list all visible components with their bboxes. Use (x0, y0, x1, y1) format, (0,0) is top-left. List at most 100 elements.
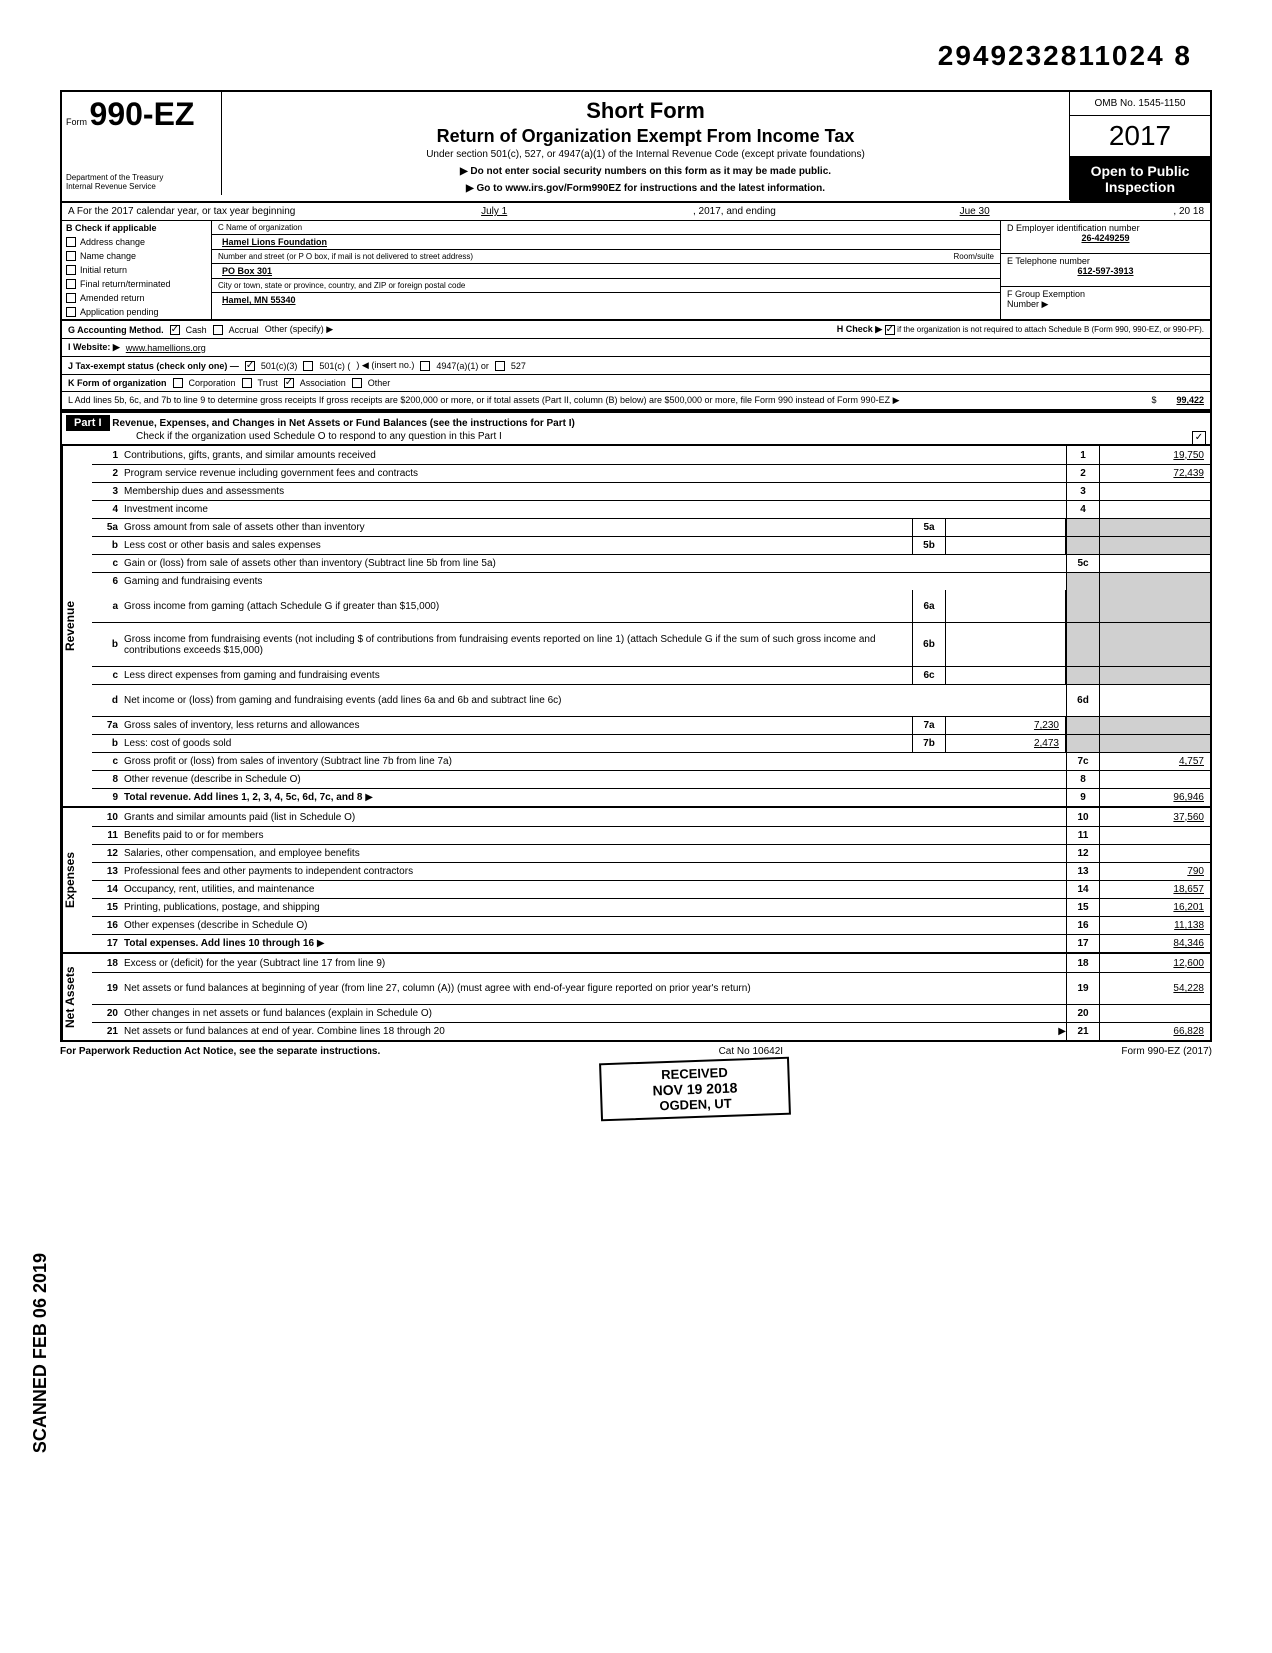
c-addr-lbl: Number and street (or P O box, if mail i… (218, 252, 473, 261)
ln7a-t: Gross sales of inventory, less returns a… (124, 720, 912, 731)
cb-amended[interactable] (66, 293, 76, 303)
ln8-v (1100, 771, 1210, 788)
ln6a-t: Gross income from gaming (attach Schedul… (124, 601, 912, 612)
cb-initial[interactable] (66, 265, 76, 275)
ln16-v: 11,138 (1100, 917, 1210, 934)
ln6d-t: Net income or (loss) from gaming and fun… (124, 695, 1066, 706)
ln1-n: 1 (92, 450, 124, 461)
ln12-e: 12 (1066, 845, 1100, 862)
j-1: 501(c)(3) (261, 361, 298, 371)
ln11-v (1100, 827, 1210, 844)
cb-501c3[interactable] (245, 361, 255, 371)
ln7c-e: 7c (1066, 753, 1100, 770)
ln10-n: 10 (92, 812, 124, 823)
ln8-t: Other revenue (describe in Schedule O) (124, 774, 1066, 785)
part1-title: Revenue, Expenses, and Changes in Net As… (112, 418, 575, 429)
cb-final[interactable] (66, 279, 76, 289)
g-cash: Cash (186, 325, 207, 335)
h-lbl: H Check ▶ (837, 324, 882, 334)
info-grid: B Check if applicable Address change Nam… (60, 221, 1212, 321)
footer-right: Form 990-EZ (2017) (1121, 1046, 1212, 1057)
ln1-e: 1 (1066, 446, 1100, 464)
goto-url: ▶ Go to www.irs.gov/Form990EZ for instru… (228, 183, 1063, 194)
k-1: Corporation (189, 378, 236, 388)
ln19-e: 19 (1066, 973, 1100, 1004)
cb-name[interactable] (66, 251, 76, 261)
cb-527[interactable] (495, 361, 505, 371)
ln7b-n: b (92, 738, 124, 749)
ln7b-t: Less: cost of goods sold (124, 738, 912, 749)
b-3: Final return/terminated (80, 279, 171, 289)
ln6c-t: Less direct expenses from gaming and fun… (124, 670, 912, 681)
row-i: I Website: ▶ www.hamellions.org (60, 339, 1212, 357)
ln17-n: 17 (92, 938, 124, 949)
ein: 26-4249259 (1007, 233, 1204, 243)
ln5a-m: 5a (912, 519, 946, 536)
dollar-sign: $ (1151, 395, 1156, 405)
ln6c-mv (946, 667, 1066, 684)
expenses-side-label: Expenses (62, 808, 92, 952)
ln5a-t: Gross amount from sale of assets other t… (124, 522, 912, 533)
ln5c-e: 5c (1066, 555, 1100, 572)
e-lbl: E Telephone number (1007, 256, 1204, 266)
ln12-t: Salaries, other compensation, and employ… (124, 848, 1066, 859)
ln4-n: 4 (92, 504, 124, 515)
ln5b-t: Less cost or other basis and sales expen… (124, 540, 912, 551)
ln7a-n: 7a (92, 720, 124, 731)
cb-other[interactable] (352, 378, 362, 388)
ln15-v: 16,201 (1100, 899, 1210, 916)
cb-cash[interactable] (170, 325, 180, 335)
section-def: D Employer identification number26-42492… (1000, 221, 1210, 319)
f-lbl: F Group Exemption (1007, 289, 1204, 299)
cb-trust[interactable] (242, 378, 252, 388)
ln14-e: 14 (1066, 881, 1100, 898)
right-box: OMB No. 1545-1150 2017 Open to Public In… (1070, 92, 1210, 201)
ln11-e: 11 (1066, 827, 1100, 844)
ln15-t: Printing, publications, postage, and shi… (124, 902, 1066, 913)
b-4: Amended return (80, 293, 145, 303)
cb-4947[interactable] (420, 361, 430, 371)
ln5c-n: c (92, 558, 124, 569)
cb-accrual[interactable] (213, 325, 223, 335)
cb-h[interactable] (885, 325, 895, 335)
j-4: 527 (511, 361, 526, 371)
b-1: Name change (80, 251, 136, 261)
cb-501c[interactable] (303, 361, 313, 371)
cb-schedule-o[interactable]: ✓ (1192, 431, 1206, 445)
l-txt: L Add lines 5b, 6c, and 7b to line 9 to … (68, 395, 890, 405)
ln10-t: Grants and similar amounts paid (list in… (124, 812, 1066, 823)
ln6b-n: b (92, 639, 124, 650)
ln7c-t: Gross profit or (loss) from sales of inv… (124, 756, 1066, 767)
ln20-v (1100, 1005, 1210, 1022)
g-other: Other (specify) ▶ (265, 324, 333, 335)
ln4-t: Investment income (124, 504, 1066, 515)
ln15-e: 15 (1066, 899, 1100, 916)
ln6c-sh (1066, 667, 1100, 684)
room-lbl: Room/suite (954, 252, 994, 261)
ln8-n: 8 (92, 774, 124, 785)
cb-address[interactable] (66, 237, 76, 247)
cb-assoc[interactable] (284, 378, 294, 388)
cb-corp[interactable] (173, 378, 183, 388)
k-lbl: K Form of organization (68, 378, 167, 388)
section-a-endyr: , 20 18 (1173, 206, 1204, 217)
ln8-e: 8 (1066, 771, 1100, 788)
ln7b-m: 7b (912, 735, 946, 752)
cb-pending[interactable] (66, 307, 76, 317)
barcode-number: 2949232811024 8 (938, 40, 1192, 72)
ln5a-n: 5a (92, 522, 124, 533)
row-k: K Form of organization Corporation Trust… (60, 375, 1212, 392)
title-box: Short Form Return of Organization Exempt… (222, 92, 1070, 200)
ln20-e: 20 (1066, 1005, 1100, 1022)
ln6b-mv (946, 623, 1066, 666)
ln19-n: 19 (92, 983, 124, 994)
row-g-h: G Accounting Method. Cash Accrual Other … (60, 321, 1212, 339)
ln5a-sv (1100, 519, 1210, 536)
f-num: Number ▶ (1007, 299, 1204, 310)
ln11-n: 11 (92, 830, 124, 841)
scanned-stamp: SCANNED FEB 06 2019 (30, 1253, 51, 1453)
ln14-t: Occupancy, rent, utilities, and maintena… (124, 884, 1066, 895)
org-name: Hamel Lions Foundation (218, 237, 327, 247)
ln7b-sv (1100, 735, 1210, 752)
ln5b-sh (1066, 537, 1100, 554)
